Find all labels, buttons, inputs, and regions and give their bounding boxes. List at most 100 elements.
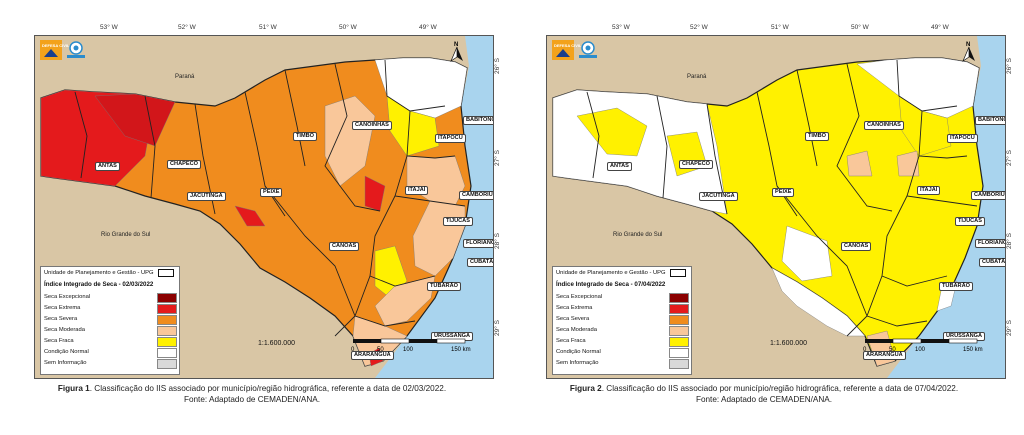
legend-item: Seca Excepcional xyxy=(556,293,689,303)
legend-swatch xyxy=(157,348,177,358)
logo-icons: DEFESA CIVIL xyxy=(552,40,597,60)
legend-item-label: Seca Moderada xyxy=(44,327,85,333)
legend-item-label: Condição Normal xyxy=(556,349,601,355)
legend-swatch xyxy=(157,337,177,347)
neighbor-parana: Paraná xyxy=(175,74,195,80)
figure-2: 53° W xyxy=(514,0,1014,435)
caption-source: Fonte: Adaptado de CEMADEN/ANA. xyxy=(695,395,833,404)
region-label-tijucas: TIJUCAS xyxy=(443,217,473,226)
region-label-antas: ANTAS xyxy=(95,162,120,171)
legend-item-label: Seca Severa xyxy=(556,316,590,322)
region-label-cambori: CAMBORIÚ xyxy=(971,191,1005,200)
region-label-babitonga: BABITONGA xyxy=(463,116,493,125)
scale-tick: 100 xyxy=(403,347,414,353)
legend-item: Seca Extrema xyxy=(44,304,177,314)
region-label-canoas: CANOAS xyxy=(841,242,872,251)
scale-bar: 0 50 100 150 km xyxy=(863,338,983,353)
scale-bar: 0 50 100 150 km xyxy=(351,338,471,353)
legend-item: Seca Fraca xyxy=(44,337,177,347)
drought-map xyxy=(552,36,1005,378)
longitude-label: 53° W xyxy=(100,24,118,31)
scale-tick: 150 km xyxy=(963,347,983,353)
legend-title: Índice Integrado de Seca - 02/03/2022 xyxy=(44,281,154,288)
region-label-ararangu: ARARANGUÁ xyxy=(863,351,906,360)
legend-upg-swatch xyxy=(670,269,686,277)
legend-item-label: Seca Excepcional xyxy=(556,294,603,300)
defesa-civil-text: DEFESA CIVIL xyxy=(42,43,70,48)
region-label-antas: ANTAS xyxy=(607,162,632,171)
legend-swatch xyxy=(157,359,177,369)
legend: Unidade de Planejamento e Gestão - UPG Í… xyxy=(40,266,180,375)
legend: Unidade de Planejamento e Gestão - UPG Í… xyxy=(552,266,692,375)
legend-swatch xyxy=(669,337,689,347)
upg-borders xyxy=(586,59,978,337)
legend-item: Seca Severa xyxy=(44,315,177,325)
region-label-tubaro: TUBARÃO xyxy=(939,282,973,291)
legend-item-label: Sem Informação xyxy=(44,360,87,366)
legend-item-label: Sem Informação xyxy=(556,360,599,366)
region-label-itapocu: ITAPOCU xyxy=(947,134,978,143)
neighbor-parana: Paraná xyxy=(687,74,707,80)
longitude-label: 52° W xyxy=(178,24,196,31)
drought-patch xyxy=(896,150,920,177)
latitude-label: 28° S xyxy=(1006,233,1013,249)
legend-swatch xyxy=(669,348,689,358)
legend-item: Seca Severa xyxy=(556,315,689,325)
caption-text: . Classificação do IIS associado por mun… xyxy=(601,384,959,393)
legend-item-label: Seca Extrema xyxy=(44,305,81,311)
latitude-label: 26° S xyxy=(1006,58,1013,74)
region-label-canoas: CANOAS xyxy=(329,242,360,251)
legend-item-label: Seca Fraca xyxy=(556,338,586,344)
scale-tick: 150 km xyxy=(451,347,471,353)
region-label-canoinhas: CANOINHAS xyxy=(352,121,392,130)
legend-swatch xyxy=(669,315,689,325)
region-label-tubaro: TUBARÃO xyxy=(427,282,461,291)
logo-icons: DEFESA CIVIL xyxy=(40,40,85,60)
drought-patch xyxy=(781,225,833,282)
region-label-timb: TIMBÓ xyxy=(805,132,830,141)
longitude-label: 51° W xyxy=(259,24,277,31)
drought-patch xyxy=(846,150,873,177)
region-label-jacutinga: JACUTINGA xyxy=(699,192,738,201)
region-label-jacutinga: JACUTINGA xyxy=(187,192,226,201)
legend-item: Condição Normal xyxy=(556,348,689,358)
longitude-label: 52° W xyxy=(690,24,708,31)
region-label-cubato: CUBATÃO xyxy=(467,258,493,267)
legend-item-label: Seca Severa xyxy=(44,316,78,322)
north-arrow-letter: N xyxy=(966,42,970,48)
latitude-label: 29° S xyxy=(494,320,501,336)
latitude-label: 29° S xyxy=(1006,320,1013,336)
caption-source: Fonte: Adaptado de CEMADEN/ANA. xyxy=(183,395,321,404)
legend-item-label: Seca Fraca xyxy=(44,338,74,344)
latitude-label: 27° S xyxy=(494,150,501,166)
longitude-label: 50° W xyxy=(339,24,357,31)
figure-1: 53° W xyxy=(2,0,502,435)
figure-caption: Figura 2. Classificação do IIS associado… xyxy=(514,383,1014,405)
region-label-itaja: ITAJAÍ xyxy=(917,186,941,195)
region-label-peixe: PEIXE xyxy=(260,188,283,197)
legend-swatch xyxy=(669,326,689,336)
region-label-chapec: CHAPECÓ xyxy=(679,160,713,169)
longitude-label: 49° W xyxy=(931,24,949,31)
caption-text: . Classificação do IIS associado por mun… xyxy=(89,384,447,393)
region-label-cubato: CUBATÃO xyxy=(979,258,1005,267)
region-label-peixe: PEIXE xyxy=(772,188,795,197)
north-arrow-letter: N xyxy=(454,42,458,48)
legend-upg-label: Unidade de Planejamento e Gestão - UPG xyxy=(44,270,154,276)
drought-patch xyxy=(94,93,176,147)
longitude-label: 53° W xyxy=(612,24,630,31)
region-label-itapocu: ITAPOCU xyxy=(435,134,466,143)
legend-item: Seca Moderada xyxy=(556,326,689,336)
defesa-civil-text: DEFESA CIVIL xyxy=(554,43,582,48)
map-frame: Paraná Rio Grande do Sul ANTAS CHAPECÓ JAC… xyxy=(34,35,494,379)
legend-swatch xyxy=(157,293,177,303)
caption-label: Figura 1 xyxy=(57,384,90,393)
scale-tick: 0 xyxy=(863,347,867,353)
region-label-canoinhas: CANOINHAS xyxy=(864,121,904,130)
region-label-chapec: CHAPECÓ xyxy=(167,160,201,169)
neighbor-rio-grande-do-sul: Rio Grande do Sul xyxy=(101,232,151,238)
region-label-cambori: CAMBORIÚ xyxy=(459,191,493,200)
longitude-label: 51° W xyxy=(771,24,789,31)
defesa-civil-triangle-icon xyxy=(44,49,58,57)
legend-item: Sem Informação xyxy=(44,359,177,369)
